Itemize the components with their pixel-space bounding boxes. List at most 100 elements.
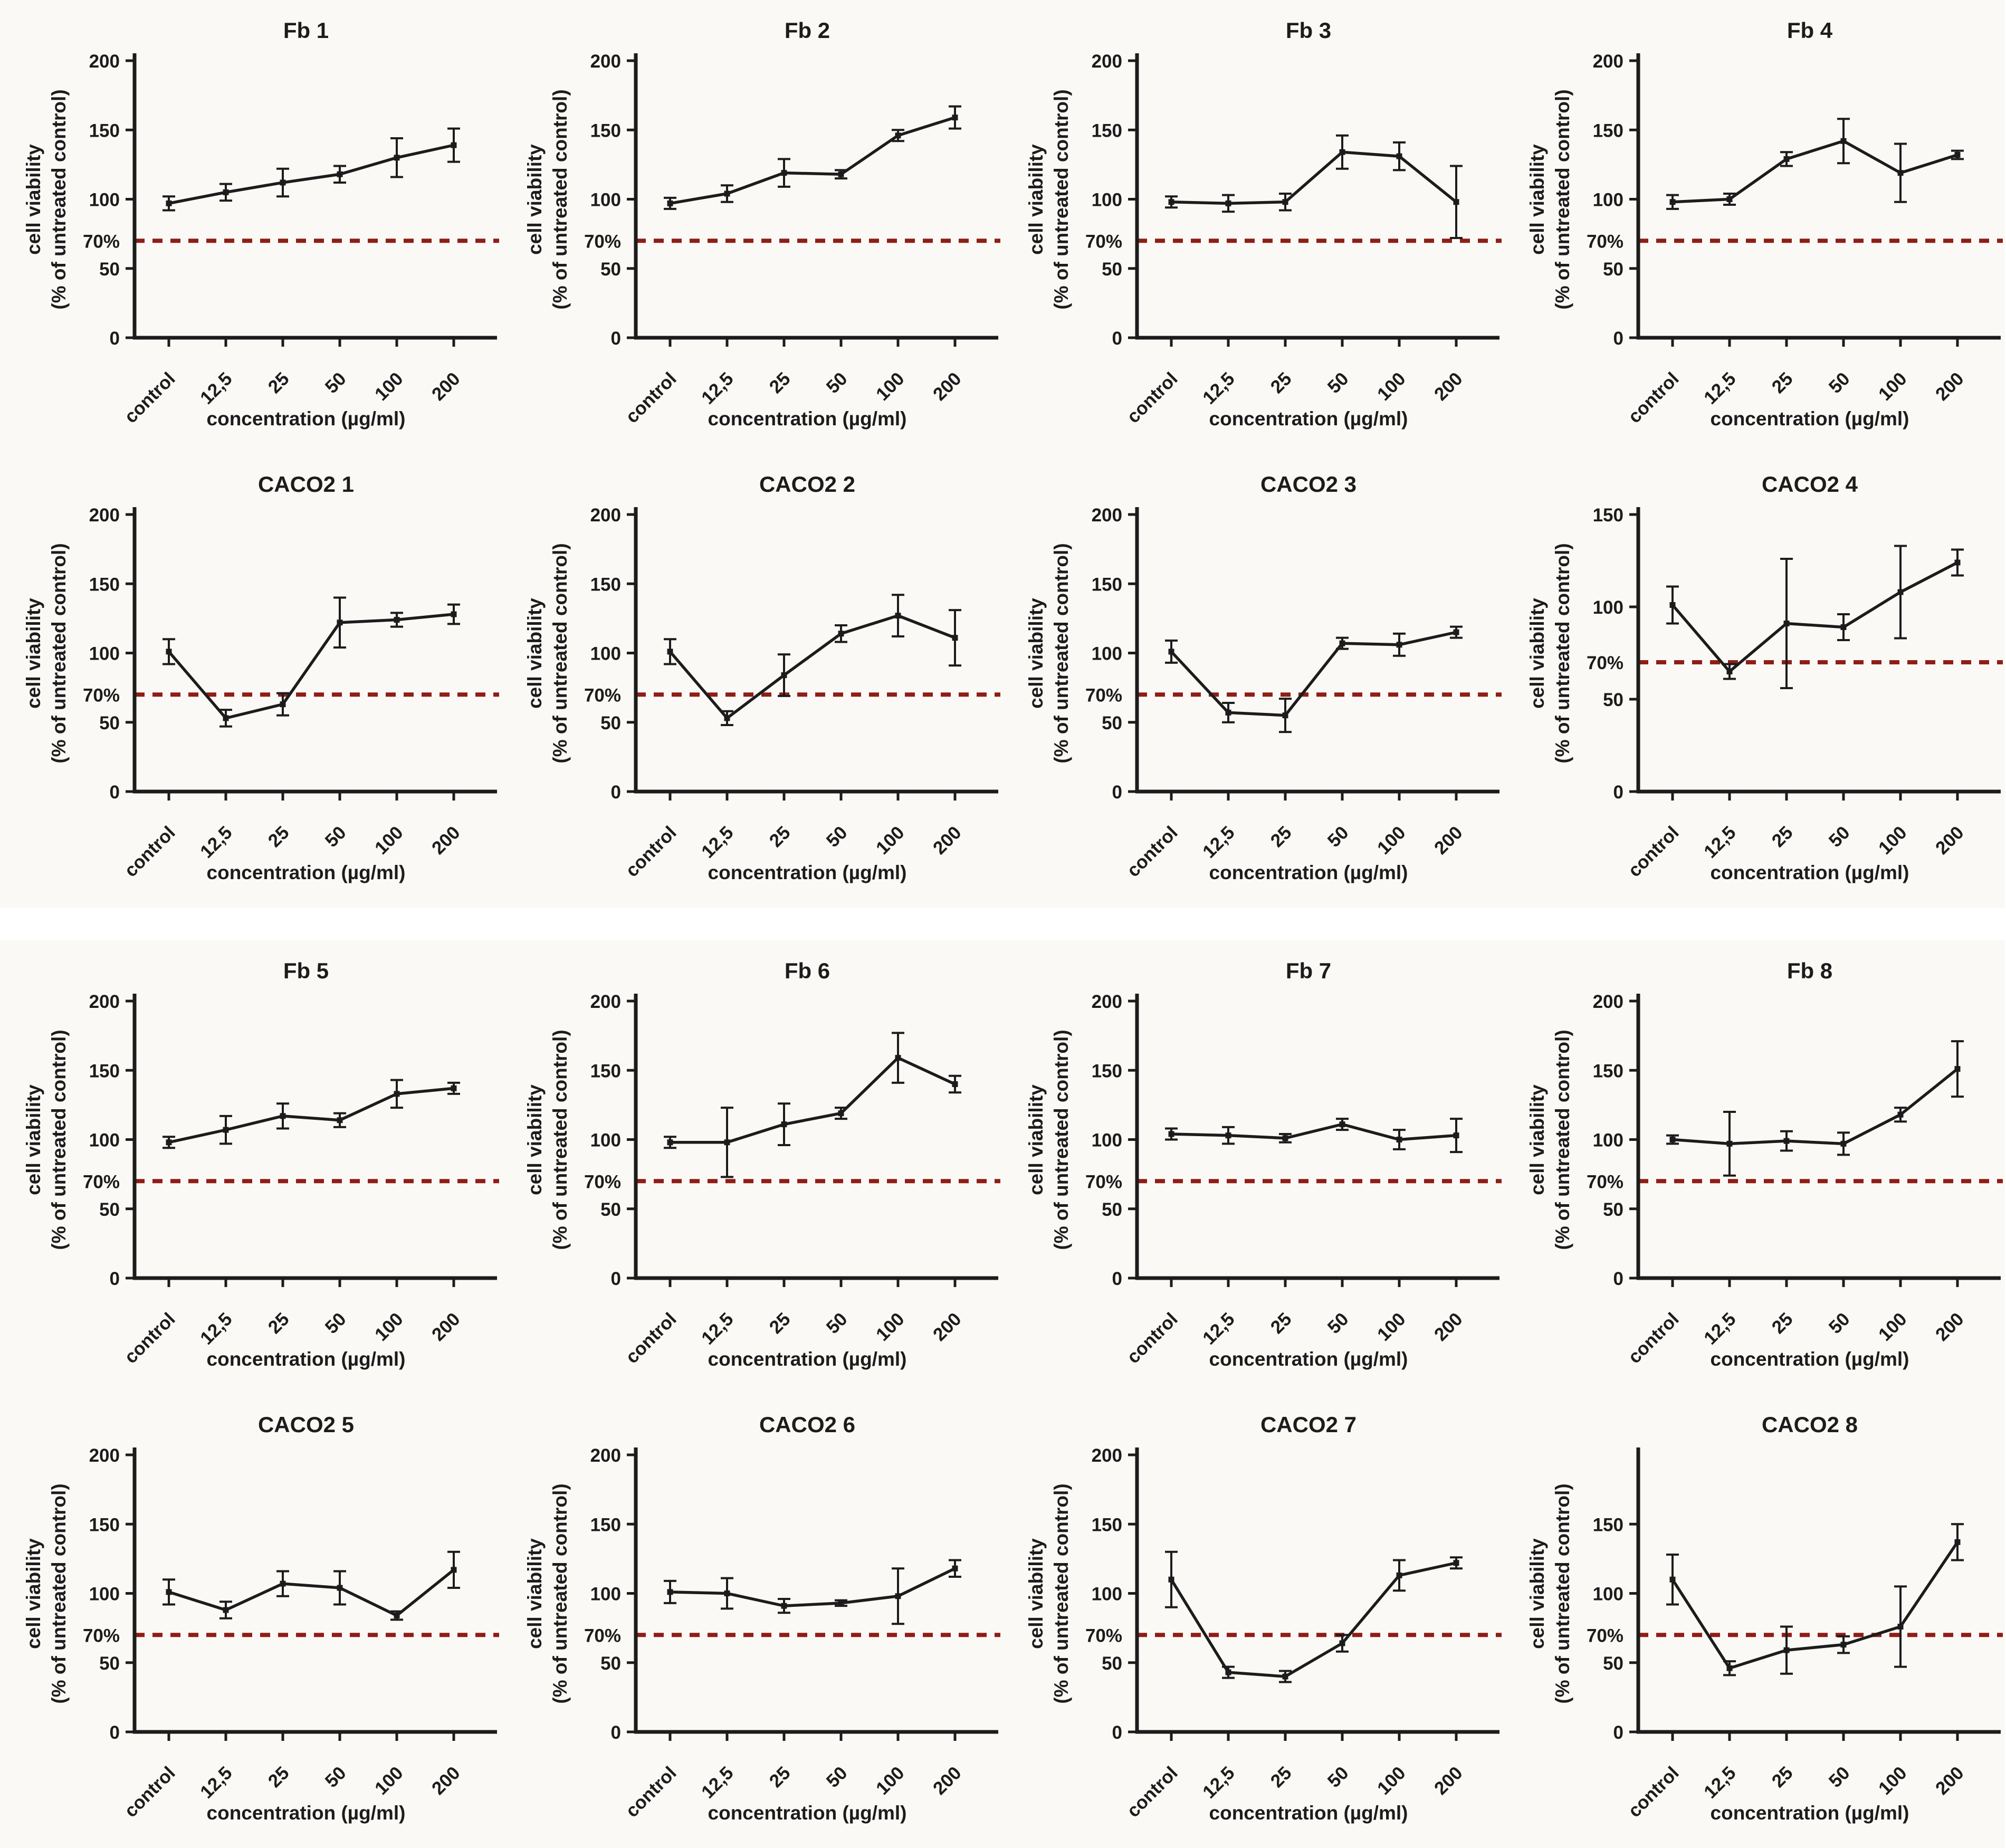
plot-area: 0 50 100 150 200 70% control 12,5 25 50 100 200 — [1587, 51, 2003, 427]
svg-text:70%: 70% — [1587, 1171, 1623, 1192]
svg-text:200: 200 — [1593, 51, 1623, 72]
svg-text:control: control — [1624, 368, 1683, 427]
svg-text:150: 150 — [1092, 574, 1122, 595]
svg-text:200: 200 — [1932, 368, 1968, 405]
svg-text:0: 0 — [110, 328, 120, 349]
figure-grid-bottom: Fb 5 cell viability (% of untreated cont… — [0, 940, 2006, 1848]
svg-text:70%: 70% — [584, 231, 621, 252]
svg-text:100: 100 — [371, 1309, 407, 1345]
svg-text:100: 100 — [1373, 1309, 1410, 1345]
svg-text:100: 100 — [1875, 1309, 1911, 1345]
svg-text:70%: 70% — [1085, 1171, 1122, 1192]
plot-area: 0 50 100 150 200 70% control 12,5 25 50 100 200 — [1085, 505, 1502, 881]
svg-text:200: 200 — [1092, 1445, 1122, 1466]
svg-text:50: 50 — [1324, 1309, 1353, 1338]
y-axis-label-line2: (% of untreated control) — [549, 1030, 571, 1250]
svg-text:200: 200 — [1932, 1763, 1968, 1799]
y-axis-label-line1: cell viability — [1526, 598, 1548, 709]
svg-text:12,5: 12,5 — [196, 1309, 236, 1349]
svg-text:50: 50 — [321, 1309, 350, 1338]
y-axis-label-line1: cell viability — [1526, 1084, 1548, 1195]
svg-text:12,5: 12,5 — [196, 822, 236, 862]
chart-title: Fb 2 — [785, 18, 830, 43]
chart-panel-fb1: Fb 1 cell viability (% of untreated cont… — [0, 0, 501, 454]
plot-area: 0 50 100 150 200 70% control 12,5 25 50 100 200 — [584, 992, 1000, 1368]
svg-text:200: 200 — [929, 822, 966, 859]
x-axis-label: concentration (µg/ml) — [207, 1802, 406, 1824]
plot-area: 0 50 100 150 200 70% control 12,5 25 50 100 200 — [83, 992, 499, 1368]
svg-text:12,5: 12,5 — [698, 1763, 738, 1803]
svg-text:25: 25 — [1267, 822, 1296, 851]
chart-title: CACO2 3 — [1260, 472, 1357, 497]
svg-text:12,5: 12,5 — [698, 822, 738, 862]
y-axis-label-line2: (% of untreated control) — [1552, 1483, 1573, 1703]
svg-text:70%: 70% — [1085, 1625, 1122, 1646]
svg-text:12,5: 12,5 — [1199, 1763, 1239, 1803]
y-axis-label-line1: cell viability — [1025, 1084, 1047, 1195]
svg-text:150: 150 — [1092, 1061, 1122, 1081]
svg-text:100: 100 — [590, 1130, 621, 1151]
svg-text:100: 100 — [1875, 1763, 1911, 1799]
svg-text:control: control — [1624, 1309, 1683, 1367]
svg-text:150: 150 — [590, 574, 621, 595]
plot-area: 0 50 100 150 200 70% control 12,5 25 50 100 200 — [1085, 1445, 1502, 1822]
line-chart-fb2: Fb 2 cell viability (% of untreated cont… — [524, 18, 1000, 430]
plot-area: 0 50 100 150 200 70% control 12,5 25 50 100 200 — [1085, 51, 1502, 427]
chart-title: CACO2 7 — [1260, 1412, 1357, 1437]
svg-text:50: 50 — [321, 822, 350, 851]
chart-panel-caco2-1: CACO2 1 cell viability (% of untreated c… — [0, 454, 501, 908]
svg-text:50: 50 — [1102, 1199, 1122, 1220]
chart-panel-fb4: Fb 4 cell viability (% of untreated cont… — [1504, 0, 2005, 454]
x-axis-label: concentration (µg/ml) — [708, 1348, 907, 1370]
svg-text:200: 200 — [428, 1763, 464, 1799]
svg-text:0: 0 — [611, 1269, 621, 1289]
svg-text:0: 0 — [1112, 782, 1122, 803]
svg-text:100: 100 — [872, 1309, 909, 1345]
svg-text:50: 50 — [1603, 1199, 1623, 1220]
svg-text:100: 100 — [371, 822, 407, 859]
plot-area: 0 50 100 150 200 70% control 12,5 25 50 100 200 — [584, 505, 1000, 881]
svg-text:50: 50 — [1603, 690, 1623, 710]
plot-area: 0 50 100 150 200 70% control 12,5 25 50 100 200 — [83, 51, 499, 427]
svg-text:150: 150 — [590, 1514, 621, 1535]
x-axis-label: concentration (µg/ml) — [207, 862, 406, 883]
svg-text:25: 25 — [1267, 1309, 1296, 1338]
y-axis-label-line1: cell viability — [524, 598, 546, 709]
svg-text:100: 100 — [89, 190, 120, 211]
line-chart-fb4: Fb 4 cell viability (% of untreated cont… — [1526, 18, 2003, 430]
x-axis-label: concentration (µg/ml) — [1711, 862, 1909, 883]
svg-text:12,5: 12,5 — [1700, 368, 1740, 408]
svg-text:0: 0 — [110, 1269, 120, 1289]
y-axis-label-line1: cell viability — [1025, 1538, 1047, 1649]
line-chart-fb8: Fb 8 cell viability (% of untreated cont… — [1526, 958, 2003, 1370]
svg-text:control: control — [120, 368, 179, 427]
line-chart-fb1: Fb 1 cell viability (% of untreated cont… — [23, 18, 499, 430]
chart-title: Fb 7 — [1286, 958, 1331, 983]
y-axis-label-line2: (% of untreated control) — [1050, 89, 1072, 309]
svg-text:200: 200 — [1430, 822, 1467, 859]
y-axis-label-line2: (% of untreated control) — [1050, 1030, 1072, 1250]
chart-title: Fb 8 — [1787, 958, 1832, 983]
y-axis-label-line1: cell viability — [23, 598, 44, 709]
svg-text:70%: 70% — [584, 1625, 621, 1646]
plot-area: 0 50 100 150 200 70% control 12,5 25 50 100 200 — [83, 505, 499, 881]
line-chart-caco2-1: CACO2 1 cell viability (% of untreated c… — [23, 472, 499, 883]
svg-text:control: control — [120, 822, 179, 881]
svg-text:50: 50 — [600, 1199, 621, 1220]
plot-area: 0 50 100 150 200 70% control 12,5 25 50 100 200 — [584, 1445, 1000, 1822]
chart-panel-caco2-6: CACO2 6 cell viability (% of untreated c… — [501, 1394, 1002, 1848]
plot-area: 0 50 100 150 70% control 12,5 25 50 100 200 — [1587, 505, 2003, 881]
svg-text:50: 50 — [1324, 1763, 1353, 1792]
chart-title: Fb 5 — [283, 958, 329, 983]
y-axis-label-line1: cell viability — [524, 144, 546, 255]
svg-text:100: 100 — [89, 644, 120, 664]
chart-panel-fb2: Fb 2 cell viability (% of untreated cont… — [501, 0, 1002, 454]
svg-text:100: 100 — [590, 1584, 621, 1605]
svg-text:25: 25 — [766, 368, 795, 397]
y-axis-label-line1: cell viability — [23, 1538, 44, 1649]
plot-area: 0 50 100 150 200 70% control 12,5 25 50 100 200 — [83, 1445, 499, 1822]
svg-text:70%: 70% — [83, 1625, 120, 1646]
svg-text:200: 200 — [1932, 822, 1968, 859]
svg-text:100: 100 — [872, 368, 909, 405]
svg-text:100: 100 — [590, 190, 621, 211]
